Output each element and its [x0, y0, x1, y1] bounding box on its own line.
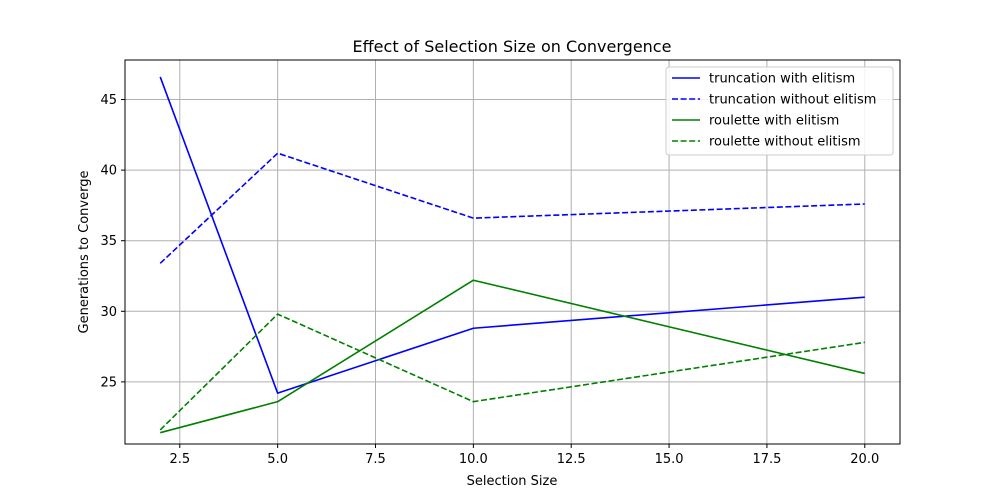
- x-tick-label: 20.0: [850, 452, 879, 467]
- x-tick-label: 7.5: [365, 452, 386, 467]
- chart-title: Effect of Selection Size on Convergence: [353, 37, 672, 56]
- series-line-1: [159, 152, 865, 264]
- series-line-3: [159, 313, 865, 431]
- x-tick-label: 17.5: [752, 452, 781, 467]
- legend-entry-label: roulette without elitism: [709, 135, 861, 150]
- legend-entry-label: truncation with elitism: [709, 72, 855, 87]
- legend: truncation with elitism truncation withou…: [665, 66, 894, 156]
- y-axis-label: Generations to Converge: [77, 171, 92, 334]
- y-tick-label: 40: [100, 164, 117, 179]
- legend-entry-label: roulette with elitism: [709, 114, 839, 129]
- y-tick-label: 45: [100, 93, 117, 108]
- x-axis-label: Selection Size: [467, 474, 558, 489]
- x-tick-label: 2.5: [169, 452, 190, 467]
- plot-frame: [124, 59, 901, 445]
- legend-entry-label: truncation without elitism: [709, 93, 876, 108]
- x-axis-ticks: 2.5 5.0 7.5 10.0 12.5 15.0 17.5 20.0: [169, 444, 879, 467]
- x-tick-label: 5.0: [267, 452, 288, 467]
- series-line-2: [160, 279, 865, 434]
- y-tick-label: 35: [100, 234, 117, 249]
- x-tick-label: 15.0: [655, 452, 684, 467]
- y-tick-label: 30: [100, 305, 117, 320]
- series-line-0: [159, 76, 865, 394]
- legend-box: [665, 66, 894, 156]
- x-tick-label: 10.0: [459, 452, 488, 467]
- x-tick-label: 12.5: [557, 452, 586, 467]
- series-layer: [159, 76, 865, 434]
- y-tick-label: 25: [100, 375, 117, 390]
- y-axis-ticks: 25 30 35 40 45: [100, 93, 125, 390]
